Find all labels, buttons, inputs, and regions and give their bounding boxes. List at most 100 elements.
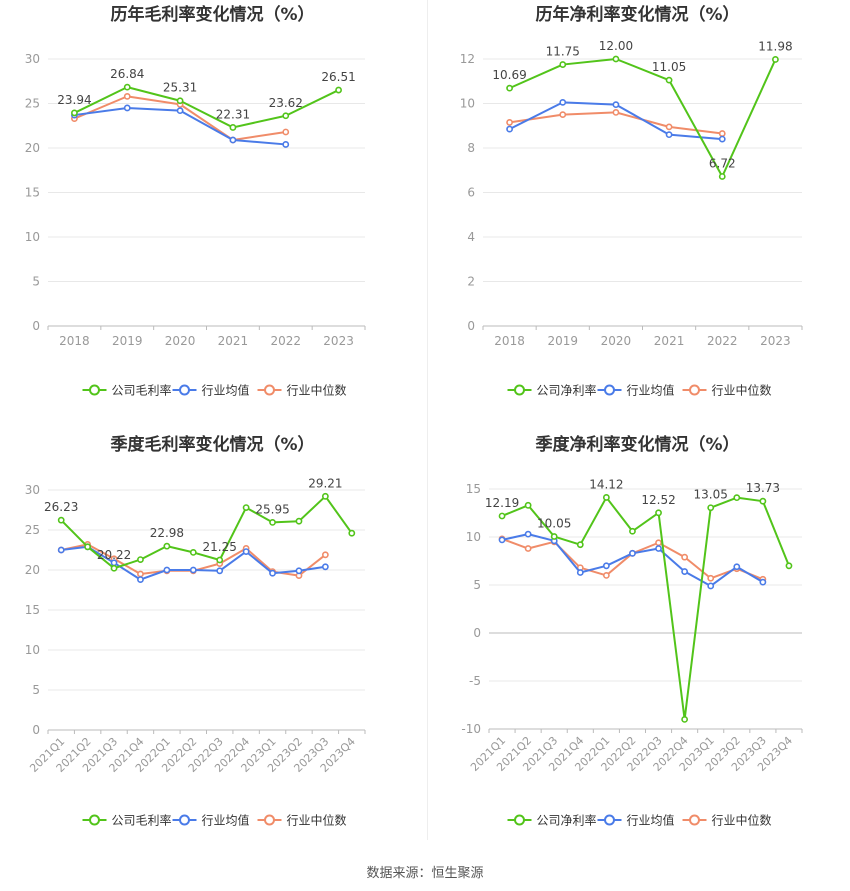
data-label: 21.25 (203, 540, 237, 554)
data-point (559, 61, 567, 68)
data-point (321, 563, 329, 571)
data-point (57, 516, 65, 524)
y-tick-label: 8 (467, 141, 475, 155)
y-tick-label: 25 (25, 523, 40, 537)
legend-marker (514, 814, 525, 826)
legend-label: 行业均值 (627, 383, 675, 398)
x-tick-label: 2021 (654, 334, 685, 348)
y-tick-label: 15 (25, 603, 40, 617)
y-tick-label: 30 (25, 483, 40, 497)
y-tick-label: 6 (467, 186, 475, 200)
legend-marker (264, 814, 275, 826)
data-label: 22.31 (216, 107, 250, 121)
data-point (665, 131, 673, 139)
data-point (498, 512, 506, 520)
data-label: 20.22 (97, 548, 131, 562)
data-point (665, 76, 673, 84)
data-point (612, 101, 620, 109)
data-point (123, 83, 131, 91)
panel-divider (427, 0, 428, 840)
legend-label: 行业均值 (627, 813, 675, 828)
data-point (137, 570, 144, 578)
data-point (602, 571, 610, 579)
chart-panel-annual-gross: 历年毛利率变化情况（%） 0 5 10 15 20 25 30 2018 2019 2020 2021… (0, 0, 425, 430)
chart-annual-net-margin: 历年净利率变化情况（%） 0 2 4 6 8 10 12 2018 2019 2020 2021 202… (460, 4, 803, 398)
data-label: 11.05 (652, 60, 686, 74)
data-point (335, 86, 342, 94)
data-point (137, 556, 144, 564)
data-point (269, 569, 276, 577)
y-tick-label: 10 (25, 230, 40, 244)
data-point (189, 566, 197, 574)
y-tick-label: 15 (466, 482, 481, 496)
legend-item: 行业均值 (597, 813, 675, 828)
legend-marker (689, 814, 700, 826)
x-tick-label: 2018 (59, 334, 90, 348)
data-point (123, 104, 131, 112)
series-line (501, 533, 764, 587)
data-label: 26.84 (110, 67, 144, 81)
y-tick-label: 12 (460, 52, 475, 66)
x-tick-label: 2023 (323, 334, 354, 348)
data-point (629, 527, 636, 535)
data-point (229, 124, 237, 131)
data-point (242, 504, 250, 511)
chart-title: 历年毛利率变化情况（%） (110, 4, 314, 25)
data-point (655, 545, 662, 552)
data-point (321, 492, 329, 500)
data-point (524, 545, 532, 552)
data-point (718, 173, 726, 180)
data-label: 10.69 (492, 68, 526, 82)
data-point (498, 536, 506, 544)
y-tick-label: 2 (467, 275, 475, 289)
data-label: 12.52 (641, 493, 675, 507)
data-point (269, 519, 276, 526)
data-point (229, 136, 237, 144)
legend-item: 行业中位数 (682, 813, 772, 828)
data-point (321, 551, 329, 559)
data-point (176, 107, 184, 115)
data-label: 22.98 (150, 526, 184, 540)
legend-label: 行业均值 (202, 813, 250, 828)
data-point (348, 529, 356, 537)
data-point (629, 549, 636, 557)
legend-marker (514, 384, 525, 396)
x-tick-label: 2022 (707, 334, 738, 348)
x-tick-label: 2019 (547, 334, 578, 348)
data-point (559, 98, 567, 106)
y-tick-label: 10 (460, 97, 475, 111)
data-point (718, 135, 726, 143)
chart-title: 历年净利率变化情况（%） (535, 4, 739, 25)
series-line (60, 495, 353, 570)
legend-marker (264, 384, 275, 396)
data-label: 23.94 (57, 93, 91, 107)
chart-panel-quarterly-gross: 季度毛利率变化情况（%） 0 5 10 15 20 25 30 2021Q1 2021Q2 2021… (0, 430, 425, 860)
legend-item: 行业中位数 (682, 383, 772, 398)
data-point (655, 539, 662, 547)
chart-title: 季度毛利率变化情况（%） (110, 434, 314, 455)
data-point (71, 109, 78, 117)
data-point (681, 715, 689, 723)
y-tick-label: 20 (25, 141, 40, 155)
data-label: 11.75 (546, 45, 580, 59)
data-point (282, 112, 290, 120)
y-tick-label: 15 (25, 186, 40, 200)
chart-panel-annual-net: 历年净利率变化情况（%） 0 2 4 6 8 10 12 2018 2019 2020 2021 202… (425, 0, 850, 430)
legend-marker (89, 384, 100, 396)
legend-marker (604, 384, 615, 396)
data-point (506, 84, 513, 92)
x-tick-label: 2020 (601, 334, 632, 348)
chart-quarterly-gross-margin: 季度毛利率变化情况（%）0510152025302021Q12021Q22021… (25, 434, 366, 828)
y-tick-label: 25 (25, 97, 40, 111)
data-point (707, 574, 715, 582)
data-label: 29.21 (308, 476, 342, 490)
data-point (242, 548, 250, 555)
data-point (506, 119, 513, 126)
data-point (602, 562, 610, 570)
y-tick-label: 10 (25, 643, 40, 657)
data-point (163, 566, 171, 574)
chart-title: 季度净利率变化情况（%） (535, 434, 739, 455)
data-point (282, 128, 290, 136)
data-label: 23.62 (269, 96, 303, 110)
legend-label: 行业中位数 (712, 813, 772, 828)
